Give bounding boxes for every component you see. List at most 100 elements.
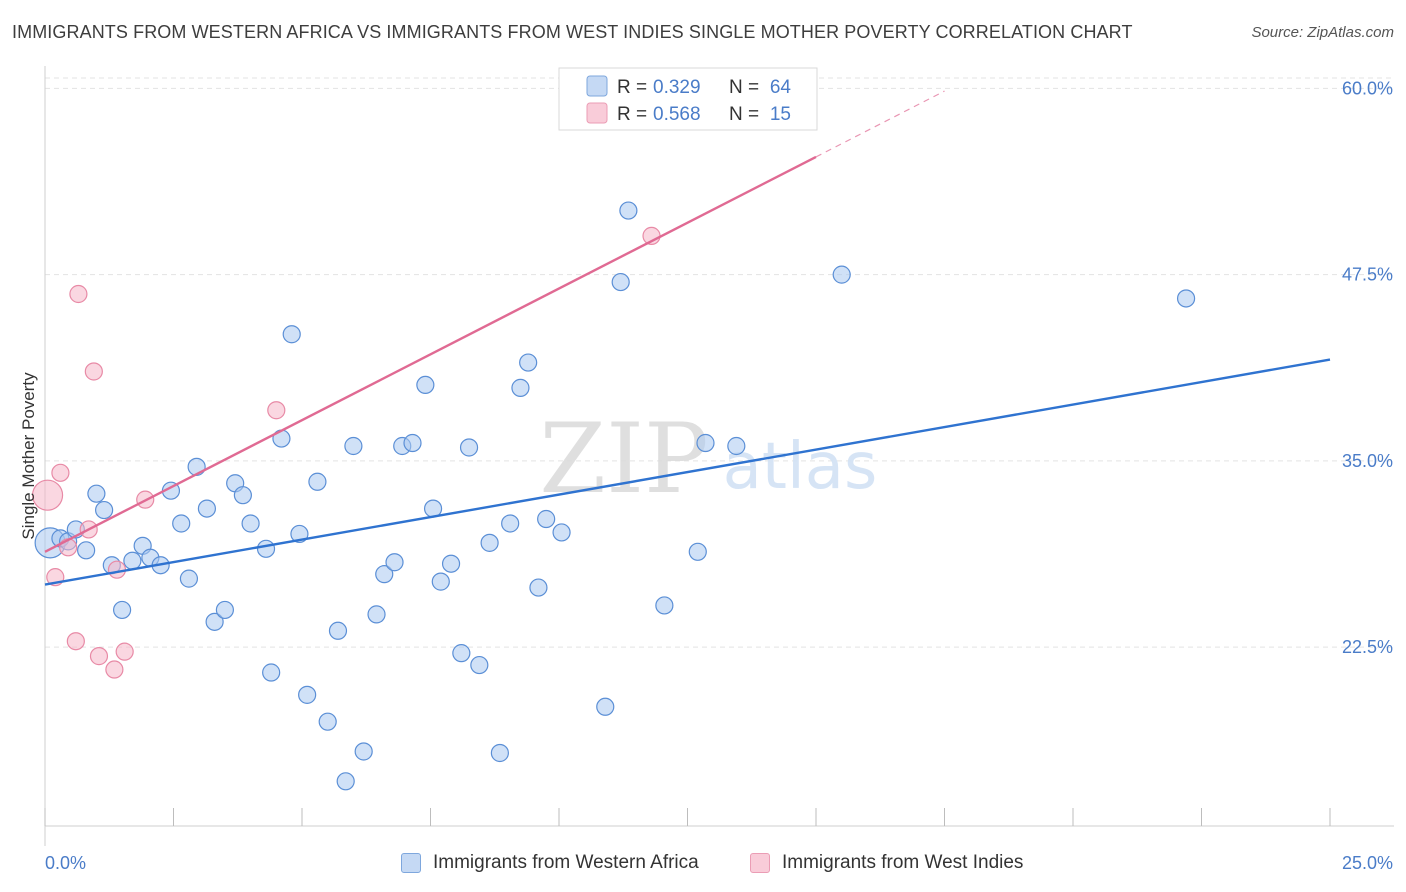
y-tick-label: 35.0%	[1342, 451, 1393, 471]
point-west-indies	[89, 647, 109, 666]
series-legend: Immigrants from Western Africa Immigrant…	[0, 852, 1406, 878]
point-western-africa	[179, 569, 199, 588]
point-western-africa	[452, 644, 471, 663]
y-tick-labels: 22.5% 35.0% 47.5% 60.0%	[1342, 78, 1393, 657]
point-western-africa	[215, 600, 234, 620]
legend-item-western-africa[interactable]: Immigrants from Western Africa	[401, 852, 699, 874]
point-western-africa	[727, 436, 746, 456]
point-western-africa	[77, 541, 96, 560]
point-western-africa	[205, 612, 224, 631]
trend-lines	[44, 90, 1331, 586]
gridlines	[45, 77, 1394, 648]
point-western-africa	[537, 509, 556, 529]
point-west-indies	[31, 479, 64, 511]
point-western-africa	[308, 472, 327, 491]
x-tick-label-left: 0.0%	[45, 853, 86, 873]
trend-line-west-indies	[44, 155, 817, 553]
point-western-africa	[87, 484, 106, 503]
point-western-africa	[431, 572, 450, 591]
legend-n-label: N =	[729, 77, 759, 98]
point-western-africa	[529, 578, 548, 597]
point-western-africa	[172, 514, 191, 533]
point-west-indies	[267, 401, 286, 420]
legend-item-west-indies[interactable]: Immigrants from West Indies	[750, 852, 1023, 874]
point-west-indies	[69, 284, 88, 304]
legend-n-value: 64	[770, 77, 792, 98]
point-western-africa	[354, 742, 373, 761]
point-western-africa	[336, 772, 355, 791]
point-western-africa	[688, 542, 707, 561]
legend-r-value: 0.329	[653, 77, 701, 98]
point-western-africa	[490, 743, 509, 763]
watermark-atlas: atlas	[723, 430, 878, 504]
y-axis-label: Single Mother Poverty	[19, 372, 38, 540]
point-western-africa	[1176, 289, 1196, 308]
point-western-africa	[256, 539, 276, 558]
legend-r-label: R =	[617, 77, 647, 98]
trend-line-western-africa	[44, 358, 1331, 586]
chart-title: IMMIGRANTS FROM WESTERN AFRICA VS IMMIGR…	[12, 22, 1133, 42]
point-western-africa	[328, 621, 348, 640]
point-western-africa	[298, 685, 317, 704]
point-western-africa	[385, 553, 404, 572]
legend-n-value: 15	[770, 104, 791, 125]
x-tick-labels: 0.0% 25.0%	[45, 853, 1393, 873]
point-western-africa	[375, 565, 394, 584]
x-tick-label-right: 25.0%	[1342, 853, 1393, 873]
point-west-indies	[51, 463, 70, 482]
axes	[44, 66, 1394, 846]
legend-swatch-blue	[586, 75, 608, 97]
legend-swatch-pink	[586, 102, 608, 124]
point-western-africa	[241, 514, 260, 533]
point-west-indies	[107, 560, 127, 579]
legend-label-western-africa: Immigrants from Western Africa	[433, 852, 699, 873]
point-west-indies	[84, 362, 103, 381]
y-tick-label: 60.0%	[1342, 78, 1393, 98]
y-tick-label: 47.5%	[1342, 265, 1393, 285]
point-western-africa	[470, 655, 489, 675]
legend-r-label: R =	[617, 104, 647, 125]
point-western-africa	[596, 697, 615, 716]
point-western-africa	[416, 375, 435, 395]
point-western-africa	[282, 325, 301, 344]
y-tick-label: 22.5%	[1342, 637, 1393, 657]
point-western-africa	[696, 433, 715, 453]
watermark: ZIP atlas	[539, 403, 877, 515]
stats-legend: R = 0.329 N = 64 R = 0.568 N = 15	[558, 67, 818, 131]
point-western-africa	[552, 523, 571, 542]
point-western-africa	[619, 201, 638, 220]
point-western-africa	[318, 712, 337, 731]
point-western-africa	[367, 605, 386, 624]
point-western-africa	[611, 272, 630, 292]
point-western-africa	[262, 663, 281, 682]
point-western-africa	[655, 596, 674, 615]
legend-swatch-blue	[401, 853, 421, 873]
point-western-africa	[344, 436, 363, 456]
point-western-africa	[480, 533, 499, 552]
point-western-africa	[441, 554, 461, 573]
data-points	[31, 201, 1196, 791]
point-western-africa	[501, 514, 520, 533]
watermark-zip: ZIP	[539, 403, 708, 515]
point-western-africa	[403, 433, 422, 453]
point-western-africa	[511, 378, 530, 397]
legend-n-label: N =	[729, 104, 759, 125]
point-west-indies	[115, 642, 134, 661]
point-western-africa	[459, 438, 479, 457]
point-western-africa	[123, 551, 142, 570]
point-western-africa	[233, 486, 252, 505]
point-west-indies	[59, 538, 78, 557]
point-western-africa	[519, 353, 538, 372]
legend-swatch-pink	[750, 853, 770, 873]
source-credit: Source: ZipAtlas.com	[1251, 24, 1394, 41]
point-western-africa	[197, 499, 217, 518]
point-west-indies	[66, 632, 85, 651]
point-west-indies	[105, 660, 124, 679]
legend-r-value: 0.568	[653, 104, 701, 125]
point-western-africa	[832, 265, 851, 284]
point-western-africa	[95, 500, 114, 520]
point-western-africa	[112, 600, 132, 620]
trend-line-west-indies-extension	[815, 90, 945, 158]
legend-label-west-indies: Immigrants from West Indies	[782, 852, 1024, 873]
